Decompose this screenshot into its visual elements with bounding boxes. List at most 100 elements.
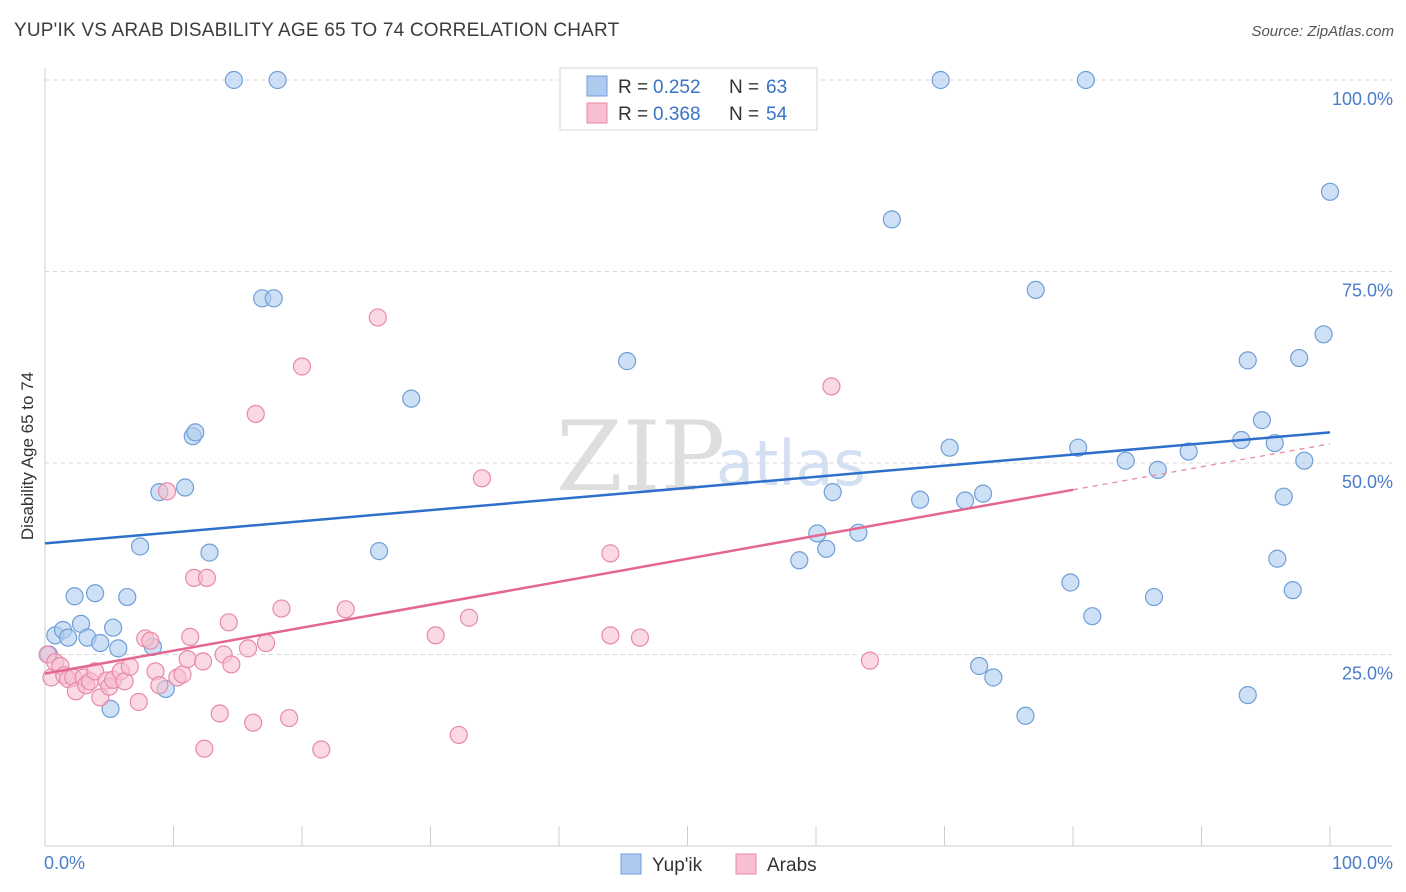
legend-r-value-arabs: 0.368 <box>653 104 701 125</box>
x-tick-label: 0.0% <box>44 853 85 873</box>
point-arabs <box>280 708 299 728</box>
point-yupik <box>931 70 950 90</box>
point-yupik <box>268 70 287 90</box>
point-yupik <box>984 668 1003 687</box>
point-yupik <box>1069 438 1088 457</box>
point-arabs <box>210 704 229 723</box>
point-yupik <box>1320 182 1340 201</box>
point-yupik <box>59 628 78 647</box>
point-arabs <box>193 652 213 671</box>
point-arabs <box>141 631 160 650</box>
point-arabs <box>860 651 880 670</box>
point-yupik <box>790 551 809 570</box>
y-tick-label: 50.0% <box>1342 472 1393 492</box>
point-yupik <box>970 656 989 676</box>
point-yupik <box>1314 325 1333 344</box>
series-legend: Yup'ik Arabs <box>620 853 817 876</box>
point-yupik <box>1026 280 1045 299</box>
legend-r-label-yupik: R = <box>618 77 648 98</box>
point-yupik <box>973 484 993 503</box>
legend-n-label-yupik: N = <box>729 77 759 98</box>
point-yupik <box>1144 587 1164 607</box>
x-tick-labels: 0.0% 100.0% <box>44 853 1393 873</box>
point-arabs <box>222 655 241 674</box>
point-arabs <box>368 308 387 327</box>
trend-line-arabs <box>44 488 1074 675</box>
point-yupik <box>1295 451 1314 470</box>
point-arabs <box>472 469 491 488</box>
watermark-zip: ZIP <box>556 401 725 513</box>
point-arabs <box>630 628 650 647</box>
bottom-legend-label-yupik: Yup'ik <box>652 855 703 876</box>
y-tick-label: 75.0% <box>1342 281 1393 301</box>
point-arabs <box>246 404 265 424</box>
point-yupik <box>91 633 110 653</box>
point-arabs <box>238 639 258 658</box>
legend-r-label-arabs: R = <box>618 104 648 125</box>
point-arabs <box>336 600 355 619</box>
point-yupik <box>200 543 219 562</box>
point-yupik <box>1076 70 1095 90</box>
point-yupik <box>1179 442 1198 461</box>
point-arabs <box>244 713 263 732</box>
trend-line-arabs-extension <box>1072 443 1331 491</box>
point-yupik <box>1238 351 1257 370</box>
point-yupik <box>1252 411 1271 430</box>
point-arabs <box>197 568 217 588</box>
x-tick-label: 100.0% <box>1332 853 1393 873</box>
point-yupik <box>186 423 205 442</box>
point-yupik <box>1116 451 1135 470</box>
legend-swatch-arabs <box>586 102 608 124</box>
bottom-legend-label-arabs: Arabs <box>767 855 817 876</box>
point-arabs <box>181 627 200 646</box>
legend-r-value-yupik: 0.252 <box>653 77 701 98</box>
trend-line-yupik <box>44 431 1331 545</box>
point-arabs <box>173 665 192 684</box>
legend-n-label-arabs: N = <box>729 104 759 125</box>
point-yupik <box>1265 433 1284 453</box>
legend-n-value-yupik: 63 <box>766 77 787 98</box>
trend-lines <box>44 431 1331 675</box>
axes <box>44 68 1392 847</box>
point-arabs <box>822 377 841 396</box>
point-yupik <box>86 584 105 603</box>
y-axis-label: Disability Age 65 to 74 <box>18 372 37 540</box>
point-yupik <box>1238 685 1257 705</box>
y-tick-label: 25.0% <box>1342 664 1393 684</box>
point-yupik <box>104 618 123 637</box>
point-arabs <box>459 608 479 627</box>
point-yupik <box>1274 487 1293 506</box>
point-arabs <box>292 357 312 376</box>
point-arabs <box>601 544 620 563</box>
point-yupik <box>118 587 137 607</box>
point-yupik <box>101 699 120 718</box>
series-arabs-points <box>38 308 880 759</box>
point-yupik <box>823 483 842 502</box>
point-arabs <box>426 626 445 645</box>
point-yupik <box>910 490 930 509</box>
point-yupik <box>1268 549 1287 568</box>
point-yupik <box>402 389 421 408</box>
y-tick-label: 100.0% <box>1332 89 1393 109</box>
point-yupik <box>130 537 150 556</box>
chart-title: YUP'IK VS ARAB DISABILITY AGE 65 TO 74 C… <box>14 20 620 41</box>
gridlines <box>45 79 1392 655</box>
point-arabs <box>219 613 238 632</box>
point-yupik <box>224 70 243 90</box>
point-yupik <box>882 210 901 229</box>
point-yupik <box>264 289 283 308</box>
point-yupik <box>817 539 836 558</box>
stats-legend: R = 0.252 N = 63 R = 0.368 N = 54 <box>559 67 818 131</box>
point-arabs <box>195 739 214 758</box>
point-yupik <box>370 541 389 561</box>
point-yupik <box>618 352 637 371</box>
point-arabs <box>256 633 276 653</box>
point-arabs <box>312 740 331 759</box>
point-arabs <box>150 676 169 695</box>
point-arabs <box>157 482 177 501</box>
point-yupik <box>1290 348 1309 368</box>
point-yupik <box>1083 607 1102 626</box>
point-yupik <box>1016 706 1035 725</box>
bottom-legend-swatch-yupik <box>620 853 642 875</box>
